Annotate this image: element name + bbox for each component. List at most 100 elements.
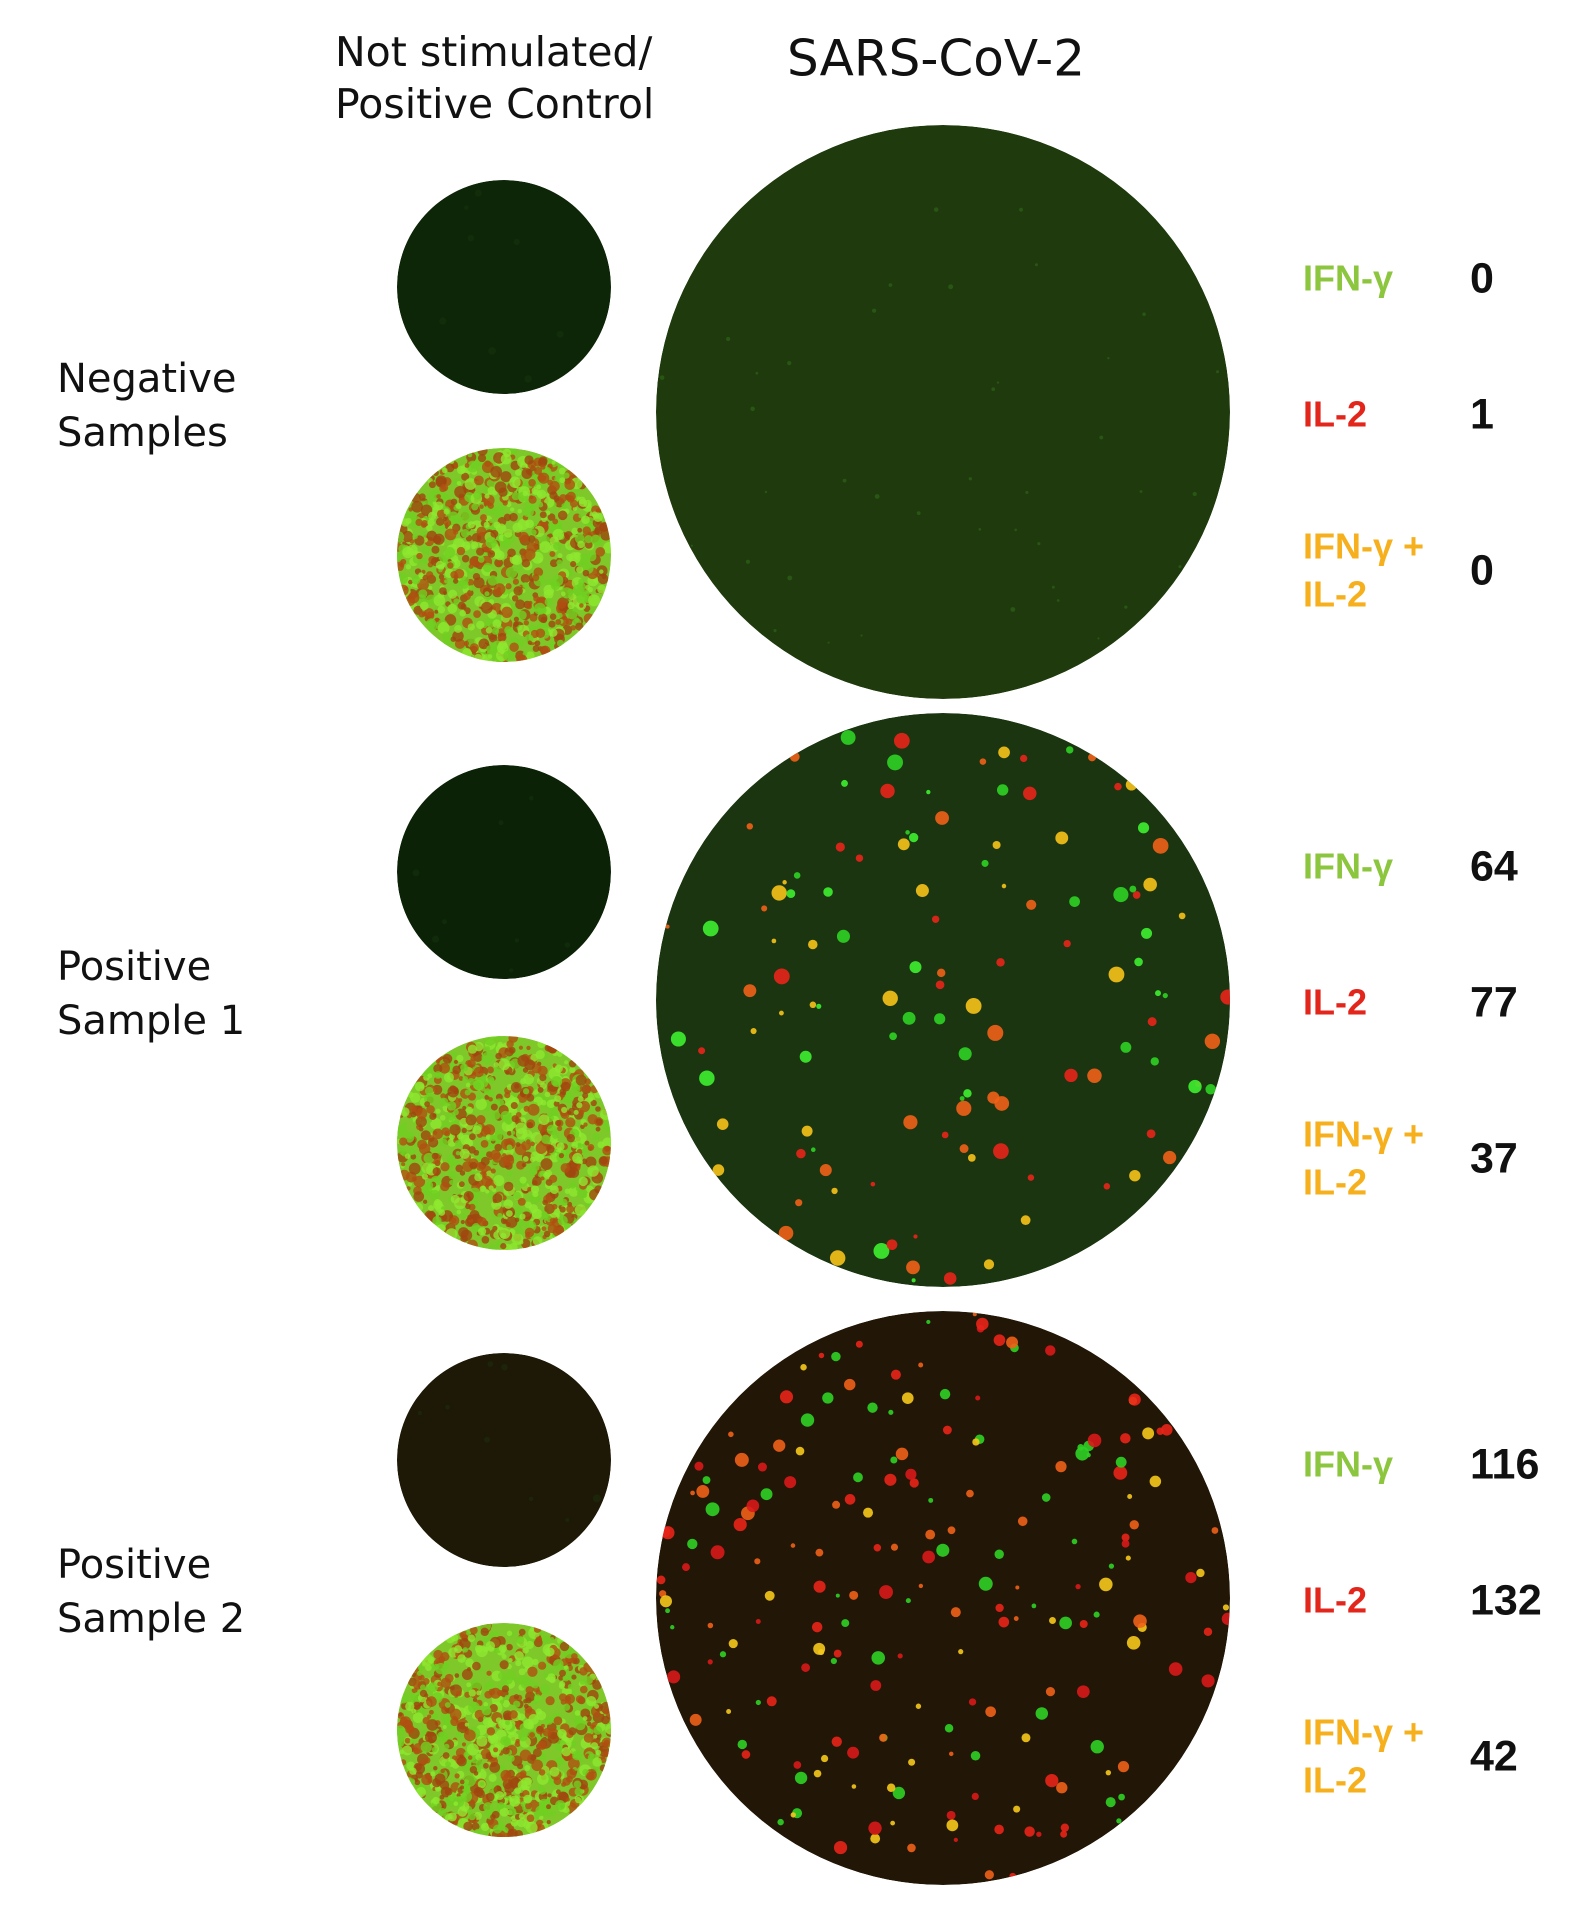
- spot: [426, 618, 437, 629]
- spot: [497, 1802, 505, 1810]
- spot: [568, 1059, 577, 1068]
- spot: [439, 1062, 450, 1074]
- spot: [557, 1051, 563, 1057]
- spot: [710, 1545, 725, 1560]
- spot: [533, 454, 538, 459]
- spot: [907, 1843, 916, 1853]
- spot: [1221, 1612, 1230, 1625]
- marker-label: IL-2: [1303, 1760, 1367, 1801]
- spot: [471, 1822, 480, 1831]
- spot: [545, 1647, 555, 1657]
- spot: [444, 614, 457, 626]
- spot: [984, 1870, 994, 1880]
- spot: [476, 1690, 482, 1696]
- spot: [565, 1117, 576, 1128]
- count-value: 1: [1470, 390, 1494, 438]
- count-value: 116: [1470, 1440, 1539, 1488]
- spot: [397, 563, 404, 571]
- spot: [1142, 312, 1146, 316]
- count-value: 42: [1470, 1732, 1518, 1780]
- spot: [413, 1680, 423, 1690]
- spot: [532, 1748, 542, 1758]
- spot: [531, 1208, 543, 1219]
- spot: [578, 498, 588, 508]
- spot: [741, 1750, 751, 1759]
- spot: [434, 609, 439, 614]
- spot: [944, 1724, 954, 1733]
- spot: [445, 1761, 451, 1767]
- spot: [572, 1750, 583, 1761]
- spot: [500, 1110, 511, 1122]
- spot: [546, 1124, 558, 1136]
- spot: [537, 457, 548, 468]
- spot: [485, 1792, 495, 1802]
- spot: [539, 511, 547, 519]
- spot: [507, 1754, 515, 1763]
- spot: [1037, 542, 1041, 546]
- spot: [605, 1723, 611, 1735]
- spot: [520, 1238, 531, 1249]
- spot: [510, 507, 515, 512]
- spot: [593, 1734, 598, 1739]
- spot: [465, 1203, 471, 1210]
- spot: [573, 1109, 579, 1115]
- well: [397, 180, 611, 394]
- spot: [513, 621, 519, 627]
- spot: [447, 562, 454, 569]
- spot: [489, 1762, 501, 1773]
- spot: [461, 1127, 467, 1134]
- spot: [427, 1714, 432, 1719]
- spot: [501, 1363, 508, 1371]
- spot: [472, 1697, 478, 1703]
- spot: [465, 1114, 477, 1126]
- spot: [936, 1543, 950, 1557]
- spot: [487, 1076, 495, 1084]
- well-image: [397, 180, 611, 394]
- spot: [525, 1640, 534, 1650]
- spot: [886, 1239, 898, 1251]
- spot: [1141, 927, 1153, 939]
- spot: [561, 1106, 568, 1114]
- spot: [439, 484, 447, 493]
- spot: [515, 1660, 522, 1667]
- spot: [771, 885, 787, 901]
- spot: [755, 371, 759, 375]
- spot: [518, 1628, 526, 1636]
- spot: [522, 1656, 534, 1668]
- spot: [870, 1181, 876, 1187]
- spot: [588, 594, 601, 607]
- spot: [412, 1701, 422, 1710]
- spot: [419, 1689, 428, 1698]
- spot: [573, 1780, 582, 1789]
- spot: [550, 1185, 559, 1194]
- spot: [569, 1066, 576, 1074]
- spot: [559, 477, 566, 484]
- spot: [992, 840, 1001, 850]
- spot: [425, 1731, 437, 1744]
- spot: [523, 1073, 534, 1085]
- spot: [453, 1059, 459, 1065]
- spot: [471, 503, 479, 511]
- spot: [523, 1794, 533, 1804]
- spot: [529, 1627, 535, 1632]
- spot: [518, 1668, 526, 1676]
- spot: [566, 1205, 575, 1213]
- spot: [409, 1767, 417, 1775]
- spot: [809, 1001, 817, 1009]
- spot: [1019, 207, 1023, 212]
- spot: [449, 1708, 462, 1721]
- spot: [533, 602, 546, 615]
- spot: [553, 1777, 562, 1786]
- spot: [437, 622, 450, 634]
- row-label: Sample 1: [57, 998, 245, 1044]
- spot: [694, 1461, 704, 1471]
- spot: [441, 1127, 450, 1136]
- spot: [397, 531, 405, 543]
- spot: [946, 1819, 959, 1832]
- spot: [811, 1621, 823, 1633]
- spot: [554, 1799, 566, 1811]
- spot: [458, 1076, 464, 1081]
- spot: [578, 1779, 589, 1790]
- spot: [507, 1171, 513, 1177]
- spot: [437, 1681, 442, 1687]
